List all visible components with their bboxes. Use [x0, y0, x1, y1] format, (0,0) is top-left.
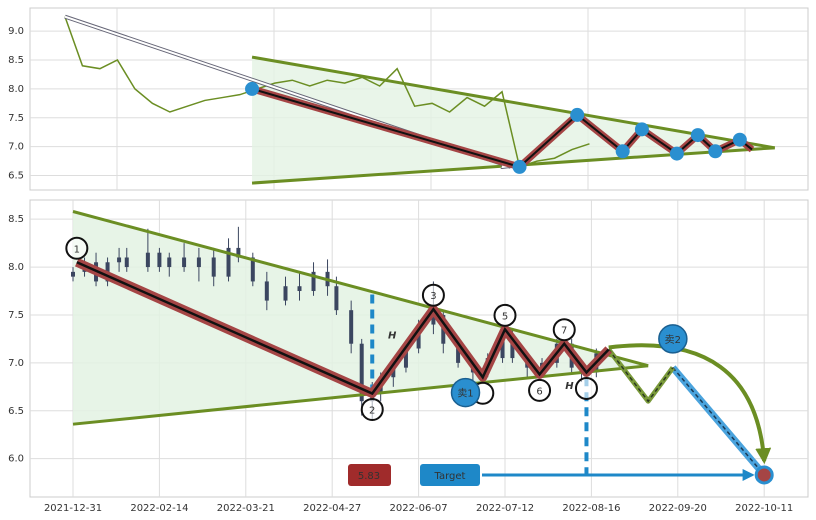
candle-body: [226, 247, 231, 277]
pivot-dot: [615, 144, 630, 159]
x-tick-label: 2022-02-14: [130, 503, 188, 514]
candle-body: [431, 314, 436, 325]
pivot-dot: [245, 81, 260, 96]
candle-body: [359, 343, 364, 402]
pivot-circle: [360, 398, 384, 422]
y-tick-label: 7.0: [8, 358, 24, 369]
triangle-fill: [252, 57, 775, 184]
candle-body: [264, 281, 269, 301]
x-tick-label: 2022-08-16: [562, 503, 620, 514]
triangle-fill: [73, 211, 649, 425]
y-tick-label: 9.0: [8, 26, 24, 37]
target-box: [420, 463, 480, 486]
pivot-label: 1: [74, 244, 80, 255]
pivot-dot: [512, 159, 527, 174]
candle-body: [145, 252, 150, 268]
x-tick-label: 2021-12-31: [44, 503, 102, 514]
x-tick-label: 2022-09-20: [649, 503, 707, 514]
pivot-label: 6: [536, 386, 542, 397]
pivot-label: 5: [502, 311, 508, 322]
target-label: Target: [434, 471, 466, 482]
candle-body: [403, 348, 408, 368]
candle-body: [311, 271, 316, 292]
target-value: 5.83: [358, 471, 380, 482]
y-tick-label: 8.5: [8, 214, 24, 225]
candle-body: [283, 286, 288, 301]
y-tick-label: 7.5: [8, 113, 24, 124]
pivot-dot: [690, 128, 705, 143]
triangle-lower: [72, 364, 649, 426]
x-tick-label: 2022-06-07: [390, 503, 448, 514]
candle-body: [334, 286, 339, 311]
candle-body: [211, 257, 216, 277]
candle-body: [182, 257, 187, 268]
triangle-upper: [72, 210, 649, 368]
candle-body: [71, 271, 75, 277]
candle-body: [456, 343, 461, 363]
candle-body: [157, 252, 162, 268]
y-tick-label: 8.0: [8, 84, 24, 95]
x-tick-label: 2022-03-21: [217, 503, 275, 514]
sell-label: 卖1: [457, 388, 473, 400]
pivot-circle: [493, 303, 517, 327]
x-tick-label: 2022-04-27: [303, 503, 361, 514]
pivot-dot: [570, 107, 585, 122]
target-point: [754, 465, 774, 485]
candle-body: [196, 257, 201, 268]
y-tick-label: 8.0: [8, 262, 24, 273]
height-label: H: [565, 381, 574, 392]
height-label: H: [388, 331, 397, 342]
zigzag-core: [251, 87, 753, 169]
y-tick-label: 6.0: [8, 454, 24, 465]
sell-label: 卖2: [665, 334, 681, 346]
x-tick-label: 2022-07-12: [476, 503, 534, 514]
y-tick-label: 6.5: [8, 406, 24, 417]
price-line: [64, 16, 590, 168]
pivot-label: 2: [369, 406, 375, 417]
x-tick-label: 2022-10-11: [735, 503, 793, 514]
pivot-dot: [708, 144, 723, 159]
pivot-circle: [574, 376, 598, 400]
candle-body: [349, 310, 354, 344]
y-tick-label: 8.5: [8, 55, 24, 66]
candle-body: [236, 247, 241, 258]
y-tick-label: 7.5: [8, 310, 24, 321]
candle-body: [117, 257, 122, 263]
pivot-dot: [634, 122, 649, 137]
y-tick-label: 6.5: [8, 171, 24, 182]
pivot-dot: [669, 146, 684, 161]
pivot-circle: [421, 283, 445, 307]
sell-marker: [658, 324, 688, 354]
target-path-core: [672, 367, 765, 476]
pivot-label: 7: [561, 326, 567, 337]
candle-body: [297, 286, 302, 292]
candle-body: [500, 334, 505, 359]
pattern-core: [76, 261, 610, 396]
triangle-upper: [251, 55, 776, 150]
pivot-circle: [528, 378, 552, 402]
sell-marker: [450, 377, 481, 408]
pivot-label: 3: [430, 291, 436, 302]
forecast-arc: [608, 343, 772, 465]
target-value-box: [348, 463, 391, 486]
candle-body: [167, 257, 172, 268]
candle-body: [250, 257, 255, 282]
candle-body: [391, 367, 396, 378]
candle-body: [124, 257, 129, 268]
pivot-dot: [732, 132, 747, 147]
y-tick-label: 7.0: [8, 142, 24, 153]
pivot-circle: [65, 236, 89, 260]
pivot-circle: [552, 318, 576, 342]
projection-core: [608, 349, 674, 403]
